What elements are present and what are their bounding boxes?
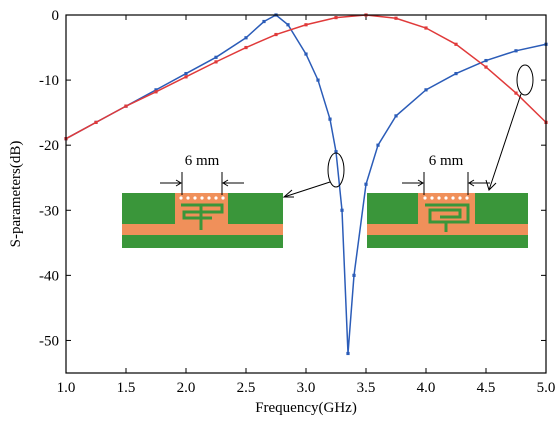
marker — [286, 23, 290, 27]
series-line — [65, 14, 547, 354]
x-tick-label: 4.0 — [417, 380, 436, 396]
marker — [424, 88, 428, 92]
pcb-left — [122, 172, 283, 248]
y-tick-label: -40 — [39, 268, 59, 284]
marker — [184, 71, 188, 76]
x-tick-label: 1.5 — [117, 380, 136, 396]
marker — [346, 351, 350, 356]
plot-frame — [65, 14, 547, 374]
marker — [424, 26, 428, 30]
marker — [352, 273, 356, 277]
series-line — [65, 14, 547, 140]
x-tick-label: 3.0 — [297, 380, 316, 396]
marker — [454, 71, 458, 76]
marker — [334, 16, 338, 20]
marker — [244, 36, 248, 40]
marker — [154, 88, 158, 92]
annotation: 6 mm — [429, 153, 464, 169]
marker — [514, 49, 518, 53]
marker — [394, 114, 398, 118]
marker — [154, 90, 158, 94]
x-axis-label: Frequency(GHz) — [255, 400, 357, 416]
x-tick-label: 4.5 — [477, 380, 496, 396]
marker — [394, 16, 398, 20]
marker — [124, 104, 128, 108]
y-tick-label: -10 — [39, 73, 59, 89]
y-tick-label: -30 — [39, 203, 59, 219]
x-tick-label: 2.5 — [237, 380, 256, 396]
ellipse — [327, 152, 345, 188]
x-tick-label: 3.5 — [357, 380, 376, 396]
marker — [304, 52, 308, 56]
marker — [328, 117, 332, 121]
marker — [454, 42, 458, 46]
ellipse — [516, 64, 534, 96]
annotation: 6 mm — [185, 153, 220, 169]
marker — [244, 45, 248, 50]
y-axis-label: S-parameters(dB) — [8, 141, 24, 248]
marker — [304, 23, 308, 27]
marker — [514, 91, 518, 95]
marker — [214, 55, 218, 59]
x-tick-label: 1.0 — [57, 380, 76, 396]
y-tick-label: 0 — [52, 8, 60, 24]
marker — [316, 78, 320, 82]
marker — [274, 32, 278, 37]
marker — [484, 58, 488, 63]
marker — [262, 19, 266, 24]
marker — [376, 143, 380, 147]
marker — [364, 182, 368, 186]
marker — [484, 65, 488, 69]
y-tick-label: -20 — [39, 138, 59, 154]
insets: 6 mm 6 mm — [122, 64, 534, 248]
x-tick-label: 5.0 — [537, 380, 556, 396]
marker — [340, 208, 344, 212]
x-tick-label: 2.0 — [177, 380, 196, 396]
marker — [184, 75, 188, 79]
marker — [214, 60, 218, 64]
marker — [94, 120, 98, 124]
pcb-right — [367, 172, 528, 248]
y-tick-label: -50 — [39, 333, 59, 349]
marker — [334, 150, 338, 154]
